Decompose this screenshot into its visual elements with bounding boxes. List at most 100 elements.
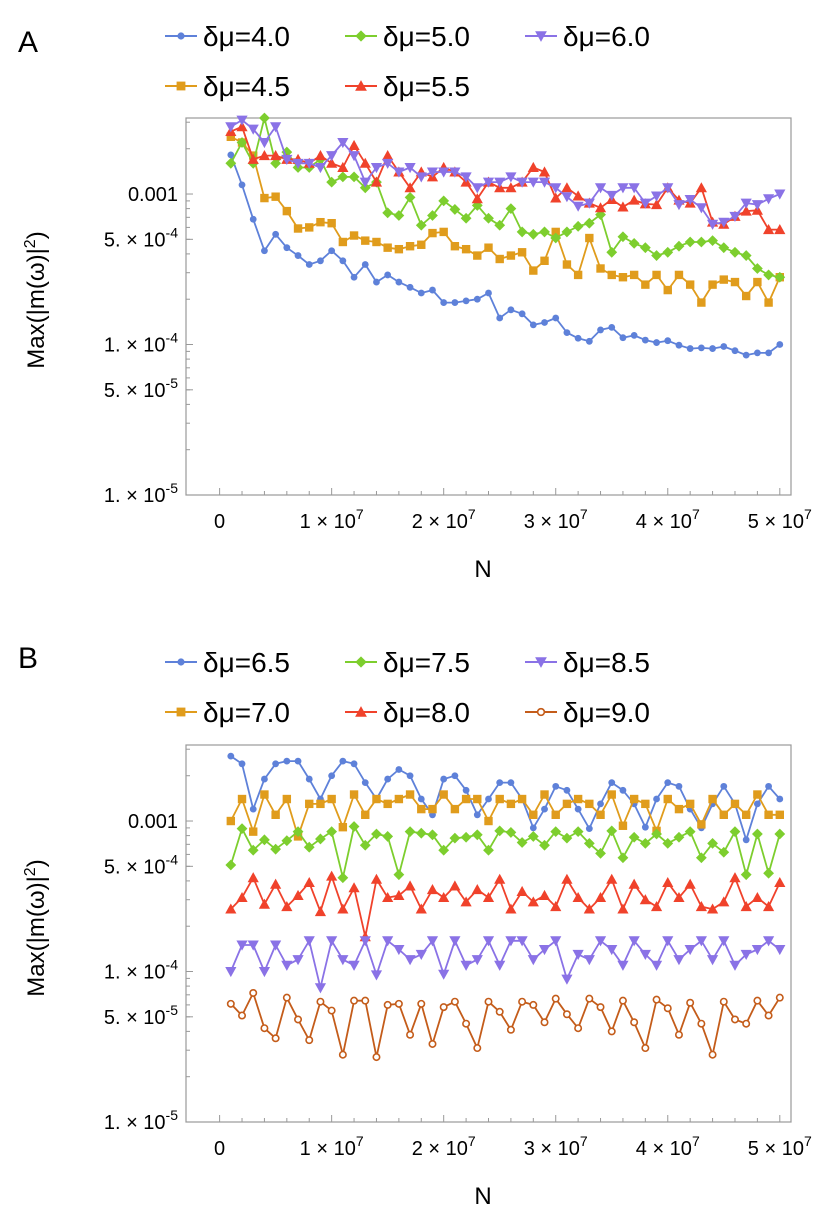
data-point bbox=[663, 1004, 672, 1013]
data-point bbox=[485, 795, 492, 803]
data-point bbox=[539, 226, 550, 238]
data-point bbox=[260, 1024, 269, 1033]
legend-swatch-marker bbox=[177, 32, 185, 40]
data-point bbox=[406, 772, 414, 780]
data-point bbox=[607, 270, 616, 280]
data-point bbox=[765, 782, 772, 790]
data-point bbox=[349, 231, 359, 240]
data-point bbox=[664, 779, 672, 787]
data-point bbox=[438, 167, 450, 178]
data-point bbox=[663, 794, 672, 804]
data-point bbox=[337, 955, 349, 966]
data-point bbox=[450, 242, 460, 251]
data-point bbox=[314, 150, 327, 161]
data-point bbox=[337, 171, 349, 183]
data-point bbox=[552, 314, 560, 322]
data-point bbox=[653, 339, 660, 346]
series-9.0 bbox=[226, 988, 784, 1062]
data-point bbox=[740, 205, 752, 216]
data-point bbox=[650, 960, 663, 971]
data-point bbox=[372, 1053, 381, 1062]
data-point bbox=[628, 831, 640, 843]
data-point bbox=[540, 1018, 549, 1027]
data-point bbox=[695, 852, 707, 864]
data-point bbox=[742, 351, 750, 359]
data-point bbox=[294, 252, 302, 259]
data-point bbox=[247, 124, 259, 135]
data-point bbox=[247, 940, 259, 951]
data-point bbox=[438, 195, 450, 207]
x-tick-label: 1 × 107 bbox=[300, 506, 364, 533]
data-point bbox=[249, 805, 257, 813]
data-point bbox=[751, 891, 763, 903]
x-tick-label: 1 × 107 bbox=[300, 1133, 364, 1160]
legend-b: δμ=6.5 δμ=7.5 δμ=8.5 δμ=7.0 δμ=8.0 δμ=9.0 bbox=[165, 647, 650, 728]
data-point bbox=[370, 970, 383, 981]
data-point bbox=[651, 250, 662, 261]
data-point bbox=[415, 172, 427, 183]
data-point bbox=[596, 810, 605, 819]
data-point bbox=[482, 891, 495, 903]
data-point bbox=[494, 960, 506, 971]
data-point bbox=[765, 349, 772, 357]
data-point bbox=[606, 873, 618, 884]
data-point bbox=[271, 810, 280, 819]
data-point bbox=[719, 275, 728, 284]
data-point bbox=[551, 994, 560, 1003]
data-point bbox=[505, 903, 517, 914]
data-point bbox=[764, 298, 773, 307]
data-point bbox=[585, 799, 594, 809]
series-6.0 bbox=[225, 115, 786, 230]
data-point bbox=[271, 192, 280, 201]
data-point bbox=[471, 884, 483, 895]
legend-swatch-marker bbox=[176, 81, 186, 91]
data-point bbox=[563, 329, 571, 336]
data-point bbox=[583, 955, 595, 966]
data-point bbox=[314, 163, 327, 174]
data-point bbox=[751, 828, 763, 840]
data-point bbox=[516, 226, 528, 238]
data-point bbox=[283, 244, 291, 252]
data-point bbox=[382, 891, 394, 903]
data-point bbox=[338, 1050, 347, 1059]
data-point bbox=[440, 775, 448, 783]
data-point bbox=[372, 794, 381, 804]
legend-label: δμ=7.0 bbox=[203, 697, 290, 728]
data-point bbox=[608, 323, 616, 331]
data-point bbox=[348, 960, 360, 971]
data-point bbox=[361, 810, 370, 819]
data-point bbox=[563, 786, 571, 794]
data-point bbox=[370, 873, 383, 884]
data-point bbox=[527, 228, 539, 240]
data-point bbox=[494, 825, 506, 837]
legend-swatch-marker bbox=[355, 30, 367, 42]
data-point bbox=[259, 834, 270, 846]
data-point bbox=[417, 804, 426, 814]
data-point bbox=[641, 799, 650, 809]
data-point bbox=[742, 836, 750, 844]
data-point bbox=[561, 192, 573, 203]
y-axis-title-a: Max(|m(ω)|2) bbox=[22, 231, 50, 368]
data-point bbox=[573, 270, 583, 280]
data-point bbox=[440, 299, 448, 306]
data-point bbox=[518, 310, 526, 318]
data-point bbox=[527, 896, 539, 907]
data-point bbox=[270, 878, 282, 889]
data-point bbox=[506, 251, 516, 260]
data-point bbox=[237, 794, 247, 804]
data-point bbox=[574, 334, 582, 342]
data-point bbox=[348, 882, 360, 893]
data-point bbox=[607, 790, 616, 799]
data-point bbox=[382, 150, 394, 161]
data-point bbox=[763, 269, 774, 281]
data-point bbox=[405, 242, 415, 251]
data-point bbox=[529, 321, 537, 329]
data-point bbox=[451, 299, 459, 306]
data-point bbox=[449, 204, 461, 215]
data-point bbox=[462, 297, 470, 305]
data-point bbox=[236, 891, 248, 903]
data-point bbox=[662, 246, 674, 258]
data-point bbox=[662, 838, 674, 849]
data-point bbox=[762, 224, 775, 235]
